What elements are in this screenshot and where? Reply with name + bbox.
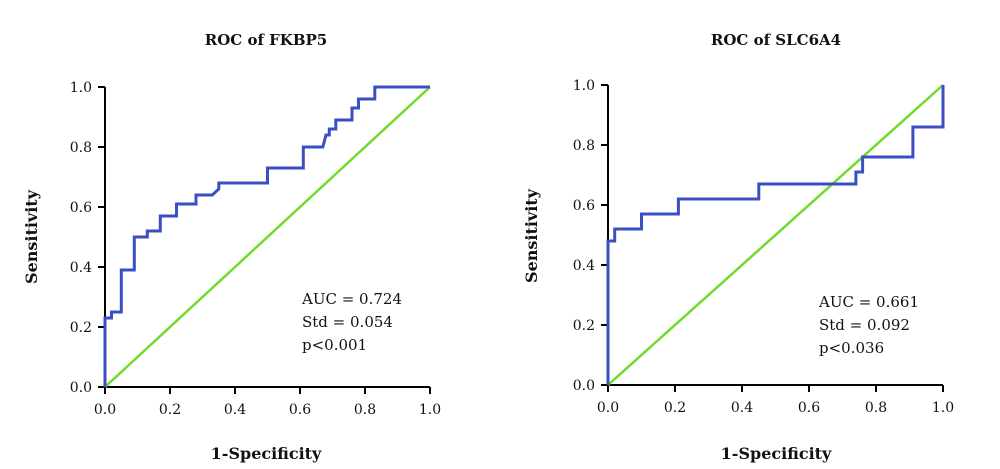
chart-title: ROC of FKBP5 <box>205 31 327 49</box>
y-axis-title: Sensitivity <box>522 188 541 283</box>
auc-annotation: AUC = 0.661 <box>818 293 919 311</box>
x-tick-label: 0.8 <box>865 400 887 416</box>
y-tick-label: 0.2 <box>573 318 595 334</box>
roc-curve <box>103 85 430 387</box>
x-tick-label: 0.6 <box>289 402 311 418</box>
std-annotation: Std = 0.092 <box>819 316 910 334</box>
x-axis-title: 1-Specificity <box>211 444 322 463</box>
y-tick-label: 0.8 <box>573 138 595 154</box>
x-tick-label: 0.8 <box>354 402 376 418</box>
x-tick-label: 0.0 <box>597 400 619 416</box>
x-tick-label: 0.2 <box>159 402 181 418</box>
reference-diagonal-line <box>607 84 944 386</box>
reference-diagonal-line <box>104 86 431 388</box>
p-value-annotation: p<0.001 <box>302 336 367 354</box>
y-tick-label: 1.0 <box>573 78 595 94</box>
roc-curve <box>606 85 945 385</box>
x-tick-label: 0.4 <box>224 402 246 418</box>
y-axis-title: Sensitivity <box>22 189 41 284</box>
y-tick-label: 0.4 <box>70 260 92 276</box>
x-tick-label: 0.6 <box>798 400 820 416</box>
auc-annotation: AUC = 0.724 <box>301 290 402 308</box>
chart-title: ROC of SLC6A4 <box>711 31 841 49</box>
y-tick-label: 0.4 <box>573 258 595 274</box>
y-tick-label: 0.0 <box>70 380 92 396</box>
y-tick-label: 0.0 <box>573 378 595 394</box>
roc-fkbp5-panel: ROC of FKBP5 1-Specificity Sensitivity 0… <box>22 31 441 463</box>
x-tick-label: 0.4 <box>731 400 753 416</box>
std-annotation: Std = 0.054 <box>302 313 393 331</box>
y-tick-label: 0.2 <box>70 320 92 336</box>
x-tick-label: 1.0 <box>932 400 954 416</box>
x-tick-label: 0.2 <box>664 400 686 416</box>
x-axis-title: 1-Specificity <box>721 444 832 463</box>
plot-area: 0.0 0.2 0.4 0.6 0.8 1.0 0.0 0.2 0.4 0.6 0.8 1.0 <box>573 78 954 416</box>
y-tick-label: 1.0 <box>70 80 92 96</box>
x-tick-label: 0.0 <box>94 402 116 418</box>
plot-area: 0.0 0.2 0.4 0.6 0.8 1.0 0.0 0.2 0.4 0.6 0.8 1.0 <box>70 80 441 418</box>
y-tick-label: 0.6 <box>70 200 92 216</box>
roc-slc6a4-panel: ROC of SLC6A4 1-Specificity Sensitivity … <box>522 31 954 463</box>
y-tick-label: 0.8 <box>70 140 92 156</box>
y-tick-label: 0.6 <box>573 198 595 214</box>
p-value-annotation: p<0.036 <box>819 339 884 357</box>
x-tick-label: 1.0 <box>419 402 441 418</box>
